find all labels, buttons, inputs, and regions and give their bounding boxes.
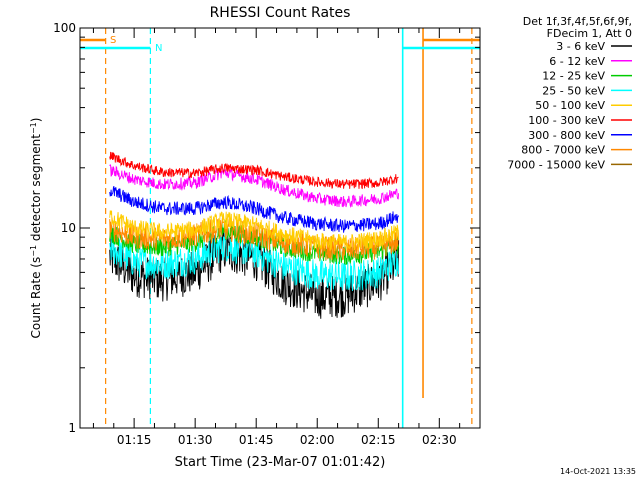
x-tick-label: 02:00: [300, 433, 335, 447]
x-tick-label: 01:15: [117, 433, 152, 447]
series-line-300-800kev: [109, 186, 399, 233]
y-tick-label: 10: [61, 221, 76, 235]
legend-label: 12 - 25 keV: [542, 70, 605, 83]
legend: Det 1f,3f,4f,5f,6f,9f,FDecim 1, Att 03 -…: [507, 15, 632, 171]
y-axis-label: Count Rate (s−1 detector segment−1): [29, 118, 44, 339]
series-line-100-300kev: [109, 151, 399, 190]
legend-label: 800 - 7000 keV: [521, 144, 605, 157]
legend-header: Det 1f,3f,4f,5f,6f,9f,: [523, 15, 632, 28]
legend-label: 7000 - 15000 keV: [507, 158, 605, 171]
y-tick-label: 1: [68, 421, 76, 435]
x-tick-label: 02:30: [422, 433, 457, 447]
x-tick-label: 01:45: [239, 433, 274, 447]
legend-header: FDecim 1, Att 0: [547, 27, 632, 40]
orbit-marker-label: N: [155, 43, 162, 54]
series-line-50-100kev: [109, 210, 400, 252]
x-axis-label: Start Time (23-Mar-07 01:01:42): [175, 455, 386, 470]
generation-date: 14-Oct-2021 13:35: [560, 467, 636, 476]
y-tick-label: 100: [53, 21, 76, 35]
legend-label: 6 - 12 keV: [549, 55, 605, 68]
legend-label: 300 - 800 keV: [528, 129, 605, 142]
series-layer: [109, 151, 400, 319]
legend-label: 25 - 50 keV: [542, 84, 605, 97]
axes-layer: 1 10 100 01:15 01:30 01:45 02:00 02:15 02:30: [53, 21, 481, 447]
x-tick-label: 01:30: [178, 433, 213, 447]
legend-label: 100 - 300 keV: [528, 114, 605, 127]
chart-title: RHESSI Count Rates: [210, 5, 351, 21]
series-line-25-50kev: [109, 232, 400, 292]
legend-label: 50 - 100 keV: [535, 99, 605, 112]
orbit-marker-label: S: [110, 35, 116, 46]
legend-label: 3 - 6 keV: [556, 40, 605, 53]
x-tick-label: 02:15: [361, 433, 396, 447]
series-line-6-12kev: [109, 163, 400, 209]
